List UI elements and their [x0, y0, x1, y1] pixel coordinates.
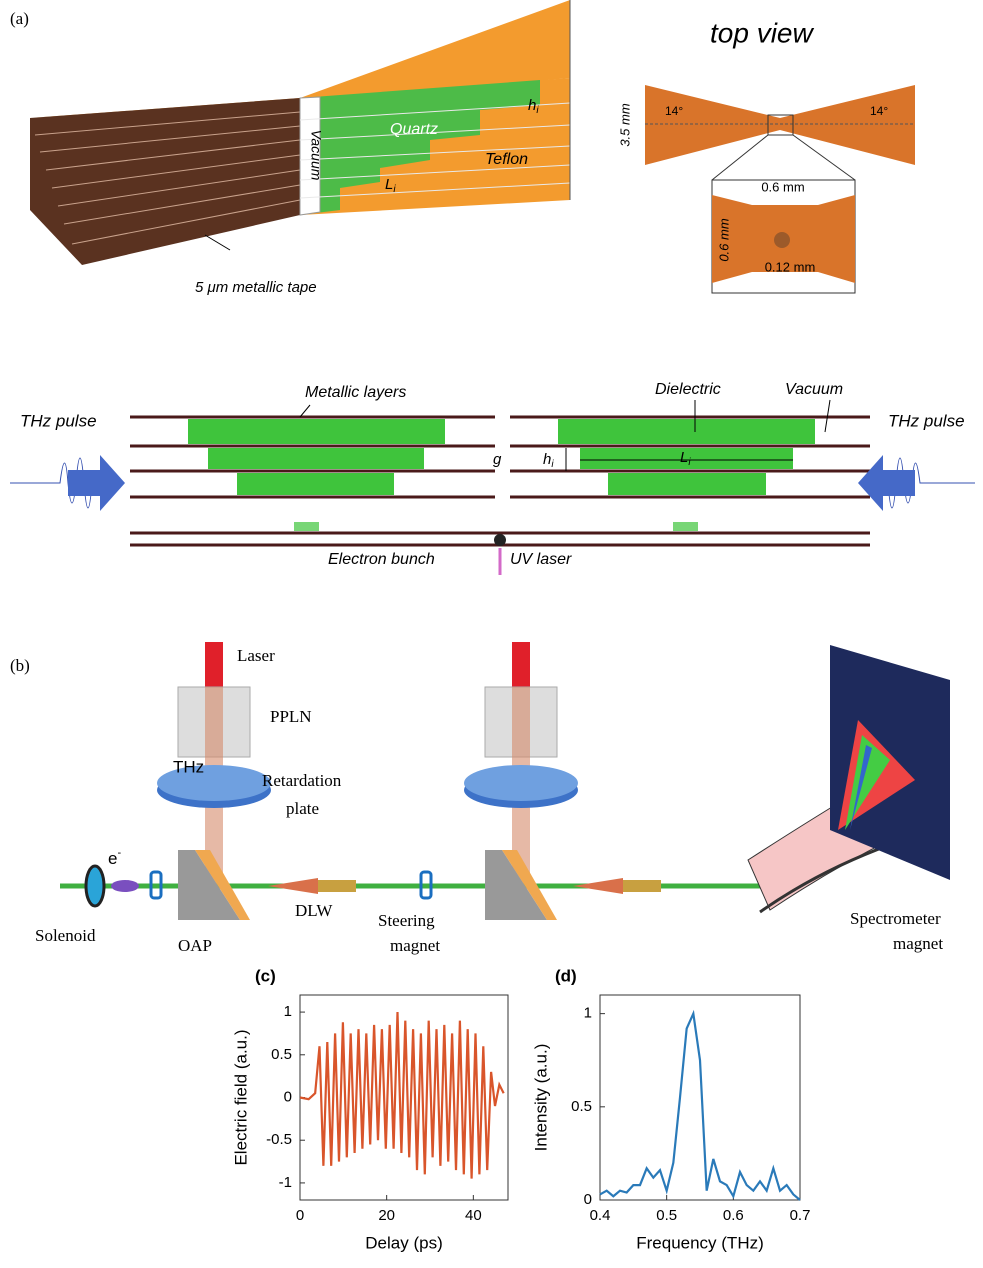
label: Spectrometer: [850, 909, 941, 928]
x-tick-label: 0.5: [656, 1207, 677, 1224]
panel-label: (b): [10, 656, 30, 675]
setup: [60, 642, 950, 920]
label: g: [493, 451, 502, 468]
setup: [318, 880, 356, 892]
label: L: [385, 176, 393, 193]
label: magnet: [390, 936, 440, 955]
label: Solenoid: [35, 926, 96, 945]
x-tick-label: 0.7: [790, 1207, 811, 1224]
data-line: [300, 1012, 504, 1179]
label: L: [680, 449, 688, 466]
layer-schematic: [673, 522, 698, 531]
chart-title: (d): [555, 966, 577, 985]
label: hi: [543, 451, 554, 470]
figure: (a) Vacuum Quartz Teflon hi Li 5 μm meta…: [0, 0, 983, 1268]
label: Retardation: [262, 771, 342, 790]
label: Steering magnet: [378, 911, 440, 955]
waveguide-3d: [30, 98, 300, 265]
title: top view: [710, 17, 814, 48]
label: Spectrometer magnet: [850, 909, 943, 953]
x-axis-label: Delay (ps): [365, 1233, 442, 1252]
label: THz: [173, 757, 204, 776]
layer-schematic: [10, 400, 975, 575]
x-tick-label: 0.4: [590, 1207, 611, 1224]
top-view-shape: [645, 85, 915, 165]
setup: [111, 880, 139, 892]
y-tick-label: 0.5: [271, 1046, 292, 1063]
label: 14°: [665, 104, 683, 118]
label: magnet: [893, 934, 943, 953]
label: Electron bunch: [328, 551, 435, 568]
label: Metallic layers: [305, 384, 406, 401]
page: (a) Vacuum Quartz Teflon hi Li 5 μm meta…: [0, 0, 983, 1268]
y-tick-label: -1: [279, 1174, 292, 1191]
label: PPLN: [270, 707, 312, 726]
label: plate: [286, 799, 319, 818]
layer-schematic: [68, 455, 125, 511]
layer-schematic: [608, 473, 766, 495]
label: DLW: [295, 901, 333, 920]
y-tick-label: 0: [284, 1088, 292, 1105]
label: h: [543, 451, 551, 468]
layer-schematic: [237, 473, 394, 495]
waveguide-3d: [205, 235, 230, 250]
data-line: [600, 1014, 800, 1200]
y-axis-label: Electric field (a.u.): [231, 1029, 250, 1165]
layer-schematic: [208, 448, 424, 469]
y-tick-label: 1: [584, 1005, 592, 1022]
setup: [464, 765, 578, 801]
label: 14°: [870, 104, 888, 118]
layer-schematic: [294, 522, 319, 531]
label: THz pulse: [888, 411, 965, 430]
layer-schematic: [188, 419, 815, 531]
x-tick-label: 40: [465, 1207, 482, 1224]
label: Dielectric: [655, 381, 721, 398]
x-tick-label: 0.6: [723, 1207, 744, 1224]
label: Retardation plate: [262, 771, 342, 818]
label: i: [551, 459, 554, 470]
label: Vacuum: [785, 381, 843, 398]
label: e-: [108, 847, 121, 869]
setup: [512, 642, 530, 687]
label: OAP: [178, 936, 212, 955]
label: 0.6 mm: [716, 218, 731, 262]
y-tick-label: -0.5: [266, 1131, 292, 1148]
setup: [268, 878, 318, 894]
x-tick-label: 0: [296, 1207, 304, 1224]
label: Quartz: [390, 121, 438, 138]
plot-frame: [600, 995, 800, 1200]
setup: [573, 878, 623, 894]
label: e: [108, 849, 117, 868]
chart-title: (c): [255, 966, 276, 985]
label: 5 μm metallic tape: [195, 279, 317, 296]
label: UV laser: [510, 551, 572, 568]
setup: [86, 866, 104, 906]
layer-schematic: [558, 419, 815, 444]
label: 3.5 mm: [617, 103, 632, 147]
label: Laser: [237, 646, 275, 665]
label: Vacuum: [308, 130, 324, 181]
layer-schematic: [188, 419, 445, 444]
setup: [205, 642, 223, 687]
label: Steering: [378, 911, 435, 930]
waveguide-3d: [30, 0, 570, 265]
y-axis-label: Intensity (a.u.): [531, 1044, 550, 1152]
top-view-shape: [774, 232, 790, 248]
layer-schematic: [494, 534, 506, 546]
label: 0.12 mm: [765, 259, 816, 274]
label: -: [117, 847, 121, 859]
label: 0.6 mm: [761, 179, 804, 194]
label: Teflon: [485, 151, 528, 168]
x-axis-label: Frequency (THz): [636, 1233, 764, 1252]
label: h: [528, 97, 536, 114]
panel-label: (a): [10, 9, 29, 28]
y-tick-label: 0.5: [571, 1098, 592, 1115]
label: THz pulse: [20, 411, 97, 430]
y-tick-label: 1: [284, 1003, 292, 1020]
layer-schematic: [858, 455, 915, 511]
x-tick-label: 20: [378, 1207, 395, 1224]
layer-schematic: [300, 405, 310, 417]
y-tick-label: 0: [584, 1191, 592, 1208]
setup: [623, 880, 661, 892]
